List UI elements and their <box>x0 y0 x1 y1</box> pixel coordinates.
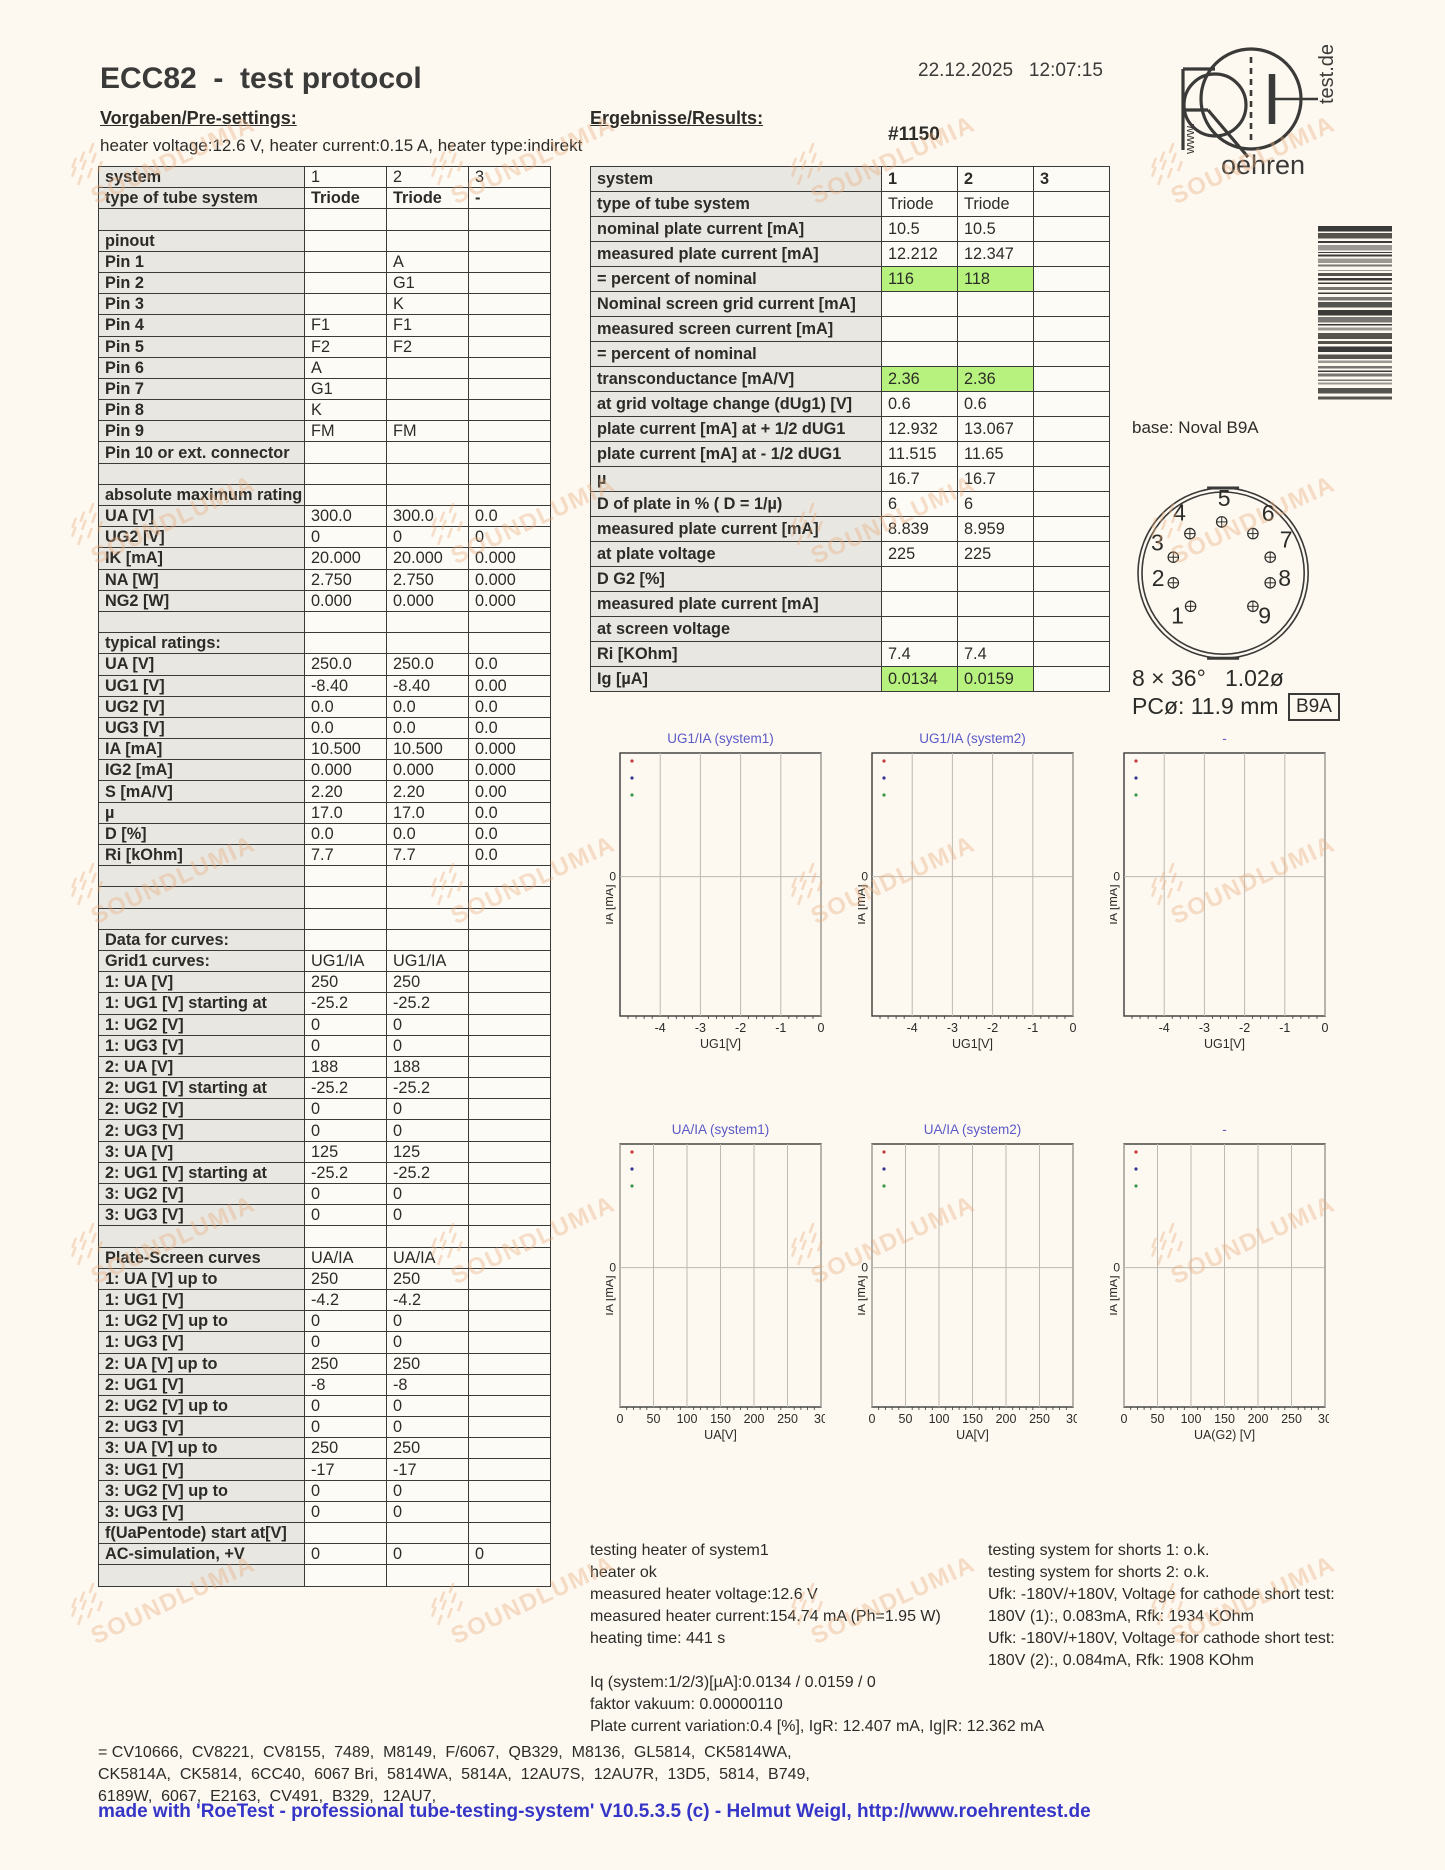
svg-text:200: 200 <box>1248 1412 1269 1426</box>
svg-text:www.: www. <box>1182 123 1197 155</box>
svg-text:-4: -4 <box>655 1021 666 1035</box>
svg-text:-2: -2 <box>735 1021 746 1035</box>
svg-text:50: 50 <box>899 1412 913 1426</box>
svg-text:50: 50 <box>1151 1412 1165 1426</box>
svg-text:UG1/IA (system1): UG1/IA (system1) <box>667 731 774 746</box>
svg-text:2: 2 <box>1152 565 1165 591</box>
svg-text:250: 250 <box>777 1412 798 1426</box>
svg-text:0: 0 <box>1113 870 1120 884</box>
svg-text:-: - <box>1222 1122 1227 1137</box>
svg-text:-2: -2 <box>1239 1021 1250 1035</box>
svg-text:0: 0 <box>609 870 616 884</box>
svg-text:-1: -1 <box>1027 1021 1038 1035</box>
svg-text:100: 100 <box>677 1412 698 1426</box>
svg-text:UG1[V]: UG1[V] <box>952 1037 993 1051</box>
svg-text:UA(G2) [V]: UA(G2) [V] <box>1194 1428 1255 1442</box>
svg-text:8: 8 <box>1278 565 1291 591</box>
svg-text:50: 50 <box>647 1412 661 1426</box>
svg-text:0: 0 <box>617 1412 624 1426</box>
svg-text:UA/IA (system2): UA/IA (system2) <box>924 1122 1022 1137</box>
svg-text:IA [mA]: IA [mA] <box>858 884 868 924</box>
svg-text:9: 9 <box>1258 603 1271 629</box>
svg-text:UG1[V]: UG1[V] <box>1204 1037 1245 1051</box>
svg-text:-4: -4 <box>1159 1021 1170 1035</box>
svg-text:30: 30 <box>814 1412 825 1426</box>
svg-text:-3: -3 <box>695 1021 706 1035</box>
svg-text:0: 0 <box>869 1412 876 1426</box>
svg-text:3: 3 <box>1151 529 1164 555</box>
svg-text:UG1[V]: UG1[V] <box>700 1037 741 1051</box>
svg-text:100: 100 <box>1181 1412 1202 1426</box>
svg-text:oehren: oehren <box>1221 150 1305 180</box>
svg-text:30: 30 <box>1066 1412 1077 1426</box>
svg-text:150: 150 <box>710 1412 731 1426</box>
svg-text:-2: -2 <box>987 1021 998 1035</box>
svg-text:-3: -3 <box>1199 1021 1210 1035</box>
svg-text:200: 200 <box>744 1412 765 1426</box>
svg-text:-3: -3 <box>947 1021 958 1035</box>
svg-text:-: - <box>1222 731 1227 746</box>
svg-text:IA [mA]: IA [mA] <box>1110 884 1120 924</box>
svg-text:0: 0 <box>1113 1261 1120 1275</box>
svg-text:IA [mA]: IA [mA] <box>858 1275 868 1315</box>
svg-text:7: 7 <box>1280 527 1293 553</box>
svg-text:0: 0 <box>609 1261 616 1275</box>
svg-text:200: 200 <box>996 1412 1017 1426</box>
svg-text:-1: -1 <box>1279 1021 1290 1035</box>
svg-text:4: 4 <box>1173 500 1186 526</box>
svg-text:6: 6 <box>1262 500 1275 526</box>
svg-text:250: 250 <box>1029 1412 1050 1426</box>
svg-text:30: 30 <box>1318 1412 1329 1426</box>
svg-text:150: 150 <box>1214 1412 1235 1426</box>
svg-text:IA [mA]: IA [mA] <box>1110 1275 1120 1315</box>
svg-text:UA[V]: UA[V] <box>704 1428 737 1442</box>
svg-text:250: 250 <box>1281 1412 1302 1426</box>
svg-text:150: 150 <box>962 1412 983 1426</box>
svg-text:IA [mA]: IA [mA] <box>606 1275 616 1315</box>
svg-text:IA [mA]: IA [mA] <box>606 884 616 924</box>
svg-text:0: 0 <box>861 870 868 884</box>
svg-text:1: 1 <box>1171 603 1184 629</box>
svg-text:UA/IA (system1): UA/IA (system1) <box>672 1122 770 1137</box>
svg-text:0: 0 <box>1070 1021 1077 1035</box>
svg-text:UG1/IA (system2): UG1/IA (system2) <box>919 731 1026 746</box>
svg-text:UA[V]: UA[V] <box>956 1428 989 1442</box>
svg-text:-1: -1 <box>775 1021 786 1035</box>
svg-text:0: 0 <box>818 1021 825 1035</box>
svg-text:0: 0 <box>1322 1021 1329 1035</box>
svg-text:0: 0 <box>1121 1412 1128 1426</box>
svg-text:test.de: test.de <box>1316 44 1338 104</box>
svg-text:-4: -4 <box>907 1021 918 1035</box>
svg-text:0: 0 <box>861 1261 868 1275</box>
svg-text:100: 100 <box>929 1412 950 1426</box>
